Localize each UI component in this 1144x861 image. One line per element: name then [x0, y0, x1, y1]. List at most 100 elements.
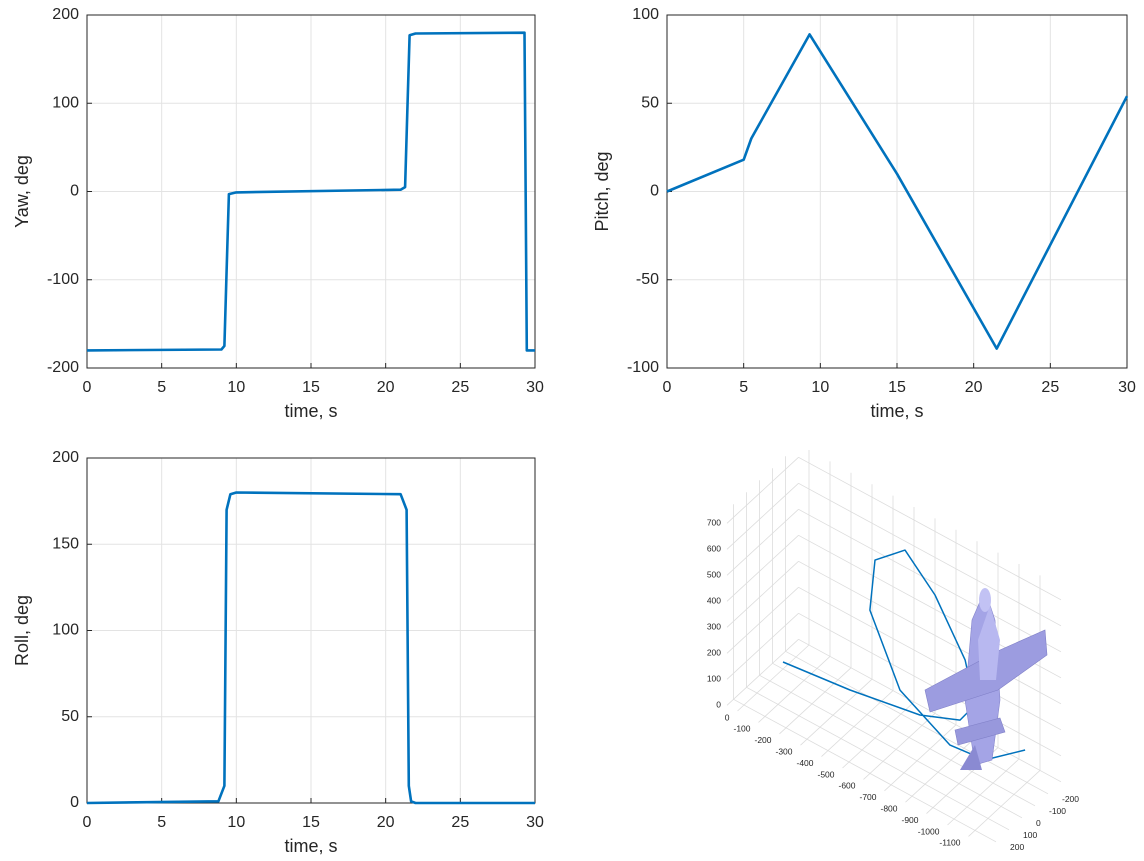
- x-tick-label: 200: [1010, 842, 1024, 852]
- y-axis-label: Pitch, deg: [592, 151, 612, 231]
- z-tick-label: 600: [707, 544, 721, 554]
- data-line: [86, 31, 535, 352]
- x-axis-label: time, s: [870, 401, 923, 421]
- y-tick-label: -50: [636, 271, 659, 288]
- x-tick-label: 15: [888, 379, 906, 396]
- x-tick-label: -200: [1062, 794, 1079, 804]
- y-tick-label: 0: [70, 183, 79, 200]
- grid-line: [905, 735, 978, 803]
- grid-line: [779, 667, 852, 735]
- y-tick-label: 50: [641, 94, 659, 111]
- grid-line: [821, 690, 894, 757]
- x-tick-label: 30: [1118, 379, 1136, 396]
- y-tick-label: 0: [70, 794, 79, 811]
- grid-line: [968, 770, 1041, 837]
- x-tick-label: 20: [965, 379, 983, 396]
- x-tick-label: 0: [663, 379, 672, 396]
- z-tick-label: 700: [707, 518, 721, 528]
- y-tick-label: -200: [47, 359, 79, 376]
- grid-line: [798, 612, 1062, 757]
- grid-line: [772, 662, 1036, 807]
- x-axis-label: time, s: [284, 401, 337, 421]
- y-tick-label: -600: [838, 781, 855, 791]
- x-tick-label: 30: [526, 379, 544, 396]
- y-tick-label: 100: [52, 94, 79, 111]
- y-tick-label: -100: [733, 724, 750, 734]
- grid-line: [726, 613, 799, 680]
- x-tick-label: 0: [1036, 818, 1041, 828]
- y-tick-label: -200: [754, 735, 771, 745]
- grid-line: [726, 535, 799, 602]
- y-tick-label: -900: [901, 815, 918, 825]
- grid-line: [726, 639, 799, 706]
- grid-line: [737, 644, 810, 712]
- y-tick-label: 100: [52, 622, 79, 639]
- grid-line: [798, 586, 1062, 731]
- y-axis-label: Yaw, deg: [12, 155, 32, 228]
- grid-line: [798, 508, 1062, 653]
- grid-line: [798, 560, 1062, 705]
- aircraft-model: [924, 588, 1048, 770]
- x-tick-label: 15: [302, 379, 320, 396]
- x-tick-label: 25: [1041, 379, 1059, 396]
- x-tick-label: 0: [83, 814, 92, 831]
- y-tick-label: -1100: [939, 838, 960, 848]
- x-tick-label: 25: [451, 814, 469, 831]
- y-tick-label: -700: [859, 792, 876, 802]
- y-tick-label: 0: [725, 712, 730, 722]
- grid-line: [800, 678, 873, 746]
- grid-line: [726, 509, 799, 576]
- x-tick-label: 20: [377, 814, 395, 831]
- grid-line: [726, 483, 799, 550]
- y-tick-label: -1000: [918, 826, 940, 836]
- data-line: [666, 33, 1129, 350]
- y-tick-label: -300: [775, 746, 792, 756]
- x-tick-label: -100: [1049, 806, 1066, 816]
- grid-line: [726, 561, 799, 628]
- grid-line: [746, 686, 1010, 831]
- z-tick-label: 400: [707, 596, 721, 606]
- axes-box: [86, 14, 536, 369]
- x-tick-label: 25: [451, 379, 469, 396]
- z-tick-label: 500: [707, 570, 721, 580]
- y-tick-label: 200: [52, 6, 79, 23]
- x-tick-label: 20: [377, 379, 395, 396]
- x-tick-label: 5: [157, 814, 166, 831]
- data-line: [86, 491, 535, 805]
- grid-line: [863, 713, 936, 780]
- x-tick-label: 10: [227, 814, 245, 831]
- axes-box: [86, 457, 536, 804]
- y-tick-label: -100: [627, 359, 659, 376]
- trajectory: [782, 549, 1026, 761]
- grid-line: [884, 724, 957, 792]
- y-tick-label: -100: [47, 271, 79, 288]
- z-tick-label: 200: [707, 648, 721, 658]
- y-axis-label: Roll, deg: [12, 595, 32, 666]
- grid-line: [947, 758, 1020, 826]
- x-tick-label: 15: [302, 814, 320, 831]
- z-tick-label: 300: [707, 622, 721, 632]
- y-tick-label: -800: [880, 803, 897, 813]
- x-tick-label: 0: [83, 379, 92, 396]
- z-tick-label: 100: [707, 674, 721, 684]
- z-tick-label: 0: [716, 700, 721, 710]
- y-tick-label: 200: [52, 449, 79, 466]
- y-tick-label: 100: [632, 6, 659, 23]
- y-tick-label: 150: [52, 535, 79, 552]
- grid-line: [759, 674, 1023, 819]
- grid-line: [842, 701, 915, 769]
- x-tick-label: 30: [526, 814, 544, 831]
- y-tick-label: -400: [796, 758, 813, 768]
- y-tick-label: 50: [61, 708, 79, 725]
- grid-line: [733, 698, 997, 843]
- x-tick-label: 100: [1023, 830, 1037, 840]
- x-tick-label: 5: [739, 379, 748, 396]
- grid-line: [798, 456, 1062, 601]
- x-tick-label: 5: [157, 379, 166, 396]
- x-axis-label: time, s: [284, 836, 337, 856]
- grid-line: [758, 656, 831, 723]
- y-tick-label: -500: [817, 769, 834, 779]
- x-tick-label: 10: [811, 379, 829, 396]
- x-tick-label: 10: [227, 379, 245, 396]
